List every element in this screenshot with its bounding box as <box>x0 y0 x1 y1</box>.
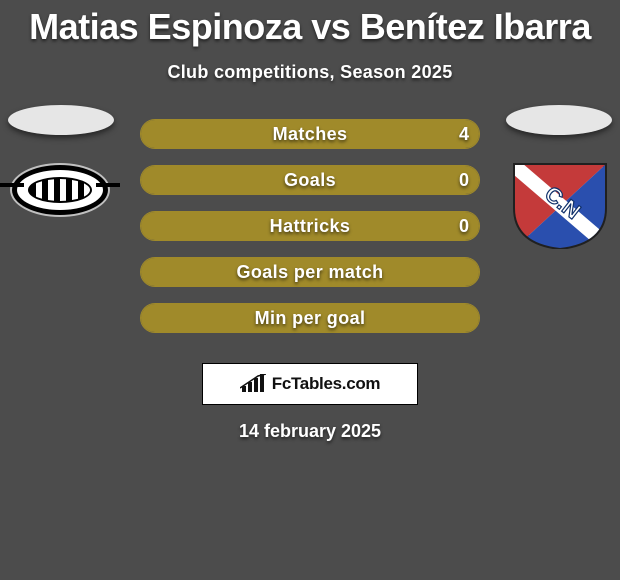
nacional-badge-icon: C.N <box>510 163 610 249</box>
stat-label: Min per goal <box>141 304 479 332</box>
stat-row-min-per-goal: Min per goal <box>140 303 480 333</box>
player-photo-right <box>506 105 612 135</box>
stat-label: Goals <box>141 166 479 194</box>
libertad-badge-icon <box>10 163 110 217</box>
stat-row-goals-per-match: Goals per match <box>140 257 480 287</box>
fctables-label: FcTables.com <box>272 374 381 394</box>
club-badge-right: C.N <box>510 163 610 249</box>
club-badge-left <box>10 163 110 217</box>
stat-row-hattricks: Hattricks 0 <box>140 211 480 241</box>
fctables-link[interactable]: FcTables.com <box>202 363 418 405</box>
player-photo-left <box>8 105 114 135</box>
stat-value-right: 4 <box>459 120 469 148</box>
stat-label: Goals per match <box>141 258 479 286</box>
footer-date: 14 february 2025 <box>0 421 620 442</box>
stat-label: Matches <box>141 120 479 148</box>
page-subtitle: Club competitions, Season 2025 <box>0 62 620 83</box>
stat-label: Hattricks <box>141 212 479 240</box>
bar-chart-icon <box>240 374 266 394</box>
stat-row-matches: Matches 4 <box>140 119 480 149</box>
page-title: Matias Espinoza vs Benítez Ibarra <box>0 0 620 48</box>
stat-row-goals: Goals 0 <box>140 165 480 195</box>
stat-value-right: 0 <box>459 166 469 194</box>
stat-bars: Matches 4 Goals 0 Hattricks 0 Goals per … <box>140 119 480 349</box>
stat-value-right: 0 <box>459 212 469 240</box>
comparison-arena: C.N Matches 4 Goals 0 Hattricks 0 <box>0 119 620 349</box>
